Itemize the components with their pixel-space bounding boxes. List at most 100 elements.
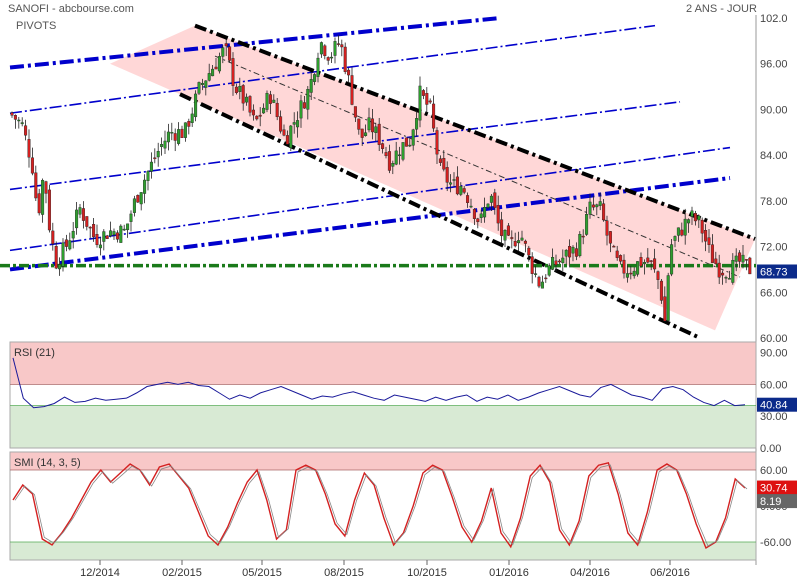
candle-body bbox=[683, 218, 687, 236]
candle-body bbox=[551, 257, 555, 270]
candle-body bbox=[98, 244, 102, 249]
candle-body bbox=[401, 142, 405, 160]
candle-body bbox=[211, 68, 215, 77]
blue-trendline-0 bbox=[9, 16, 501, 70]
blue-trendline-1 bbox=[9, 24, 656, 115]
candle-body bbox=[129, 213, 133, 222]
candle-body bbox=[85, 216, 89, 227]
candle-body bbox=[564, 249, 568, 257]
candle-body bbox=[44, 181, 48, 194]
candle-body bbox=[738, 252, 742, 262]
candle-body bbox=[183, 122, 187, 138]
rsi-y-tick-0: 90.00 bbox=[760, 348, 788, 360]
candle-body bbox=[632, 270, 636, 277]
candle-body bbox=[435, 130, 439, 155]
candle-body bbox=[707, 237, 711, 245]
candle-body bbox=[663, 296, 667, 322]
candle-body bbox=[156, 151, 160, 158]
candle-body bbox=[466, 195, 470, 203]
candle-body bbox=[112, 231, 116, 235]
candle-body bbox=[357, 118, 361, 130]
candle-body bbox=[265, 92, 269, 110]
candle-body bbox=[163, 140, 167, 149]
candle-body bbox=[68, 240, 72, 250]
channel-upper-line bbox=[194, 23, 756, 241]
candle-body bbox=[272, 99, 276, 103]
candle-body bbox=[404, 137, 408, 147]
candle-body bbox=[537, 276, 541, 287]
candle-body bbox=[296, 120, 300, 128]
candle-body bbox=[727, 278, 731, 280]
rsi-y-tick-1: 60.00 bbox=[760, 379, 788, 391]
rsi-panel-border bbox=[9, 341, 757, 449]
candle-body bbox=[493, 192, 497, 208]
candle-body bbox=[676, 227, 680, 236]
price-last-value-box bbox=[757, 264, 797, 279]
candle-body bbox=[282, 129, 286, 136]
candle-body bbox=[585, 214, 589, 235]
candle-body bbox=[224, 43, 228, 47]
candle-body bbox=[200, 82, 204, 85]
candle-body bbox=[605, 220, 609, 236]
candle-body bbox=[323, 45, 327, 57]
candle-body bbox=[612, 245, 616, 248]
rsi-last-value-label: 40.84 bbox=[760, 400, 788, 412]
candle-body bbox=[306, 89, 310, 110]
candle-body bbox=[700, 220, 704, 234]
candle-body bbox=[741, 254, 745, 263]
smi-last-value-label-2: 8.19 bbox=[760, 496, 781, 508]
candle-body bbox=[442, 158, 446, 170]
candle-body bbox=[258, 114, 262, 117]
candle-body bbox=[374, 126, 378, 133]
candle-body bbox=[680, 229, 684, 236]
candle-body bbox=[302, 102, 306, 109]
candle-body bbox=[561, 257, 565, 264]
candle-body bbox=[588, 201, 592, 215]
candle-body bbox=[333, 41, 337, 56]
candle-body bbox=[734, 255, 738, 262]
candle-body bbox=[462, 188, 466, 193]
candle-body bbox=[571, 246, 575, 254]
candles-group bbox=[10, 35, 752, 323]
candle-body bbox=[513, 241, 517, 247]
candle-body bbox=[245, 96, 249, 103]
x-tick-label-3: 08/2015 bbox=[324, 567, 364, 579]
candle-body bbox=[659, 280, 663, 301]
candle-body bbox=[472, 208, 476, 219]
x-tick-label-0: 12/2014 bbox=[80, 567, 120, 579]
candle-body bbox=[714, 258, 718, 264]
price-y-tick-7: 60.00 bbox=[760, 333, 788, 345]
candle-body bbox=[166, 131, 170, 143]
candle-body bbox=[455, 176, 459, 195]
candle-body bbox=[95, 234, 99, 245]
rsi-y-tick-3: 0.00 bbox=[760, 443, 781, 455]
candle-body bbox=[105, 235, 109, 240]
candle-body bbox=[221, 47, 225, 57]
candle-body bbox=[170, 132, 174, 134]
candle-body bbox=[279, 116, 283, 132]
candle-body bbox=[421, 90, 425, 96]
candle-body bbox=[438, 158, 442, 163]
candle-body bbox=[523, 240, 527, 244]
candle-body bbox=[411, 129, 415, 146]
candle-body bbox=[20, 122, 24, 125]
candle-body bbox=[398, 154, 402, 157]
candle-body bbox=[377, 123, 381, 145]
candle-body bbox=[336, 43, 340, 45]
x-tick-label-2: 05/2015 bbox=[242, 567, 282, 579]
candle-body bbox=[262, 107, 266, 114]
candle-body bbox=[517, 240, 521, 244]
candle-body bbox=[234, 86, 238, 93]
candle-body bbox=[132, 198, 136, 213]
candle-body bbox=[27, 139, 31, 158]
rsi-y-tick-2: 30.00 bbox=[760, 411, 788, 423]
candle-body bbox=[299, 100, 303, 119]
candle-body bbox=[554, 260, 558, 266]
smi-line bbox=[12, 461, 746, 550]
candle-body bbox=[251, 109, 255, 116]
candle-body bbox=[653, 258, 657, 270]
candle-body bbox=[146, 171, 150, 181]
candle-body bbox=[292, 122, 296, 125]
candle-body bbox=[340, 44, 344, 48]
